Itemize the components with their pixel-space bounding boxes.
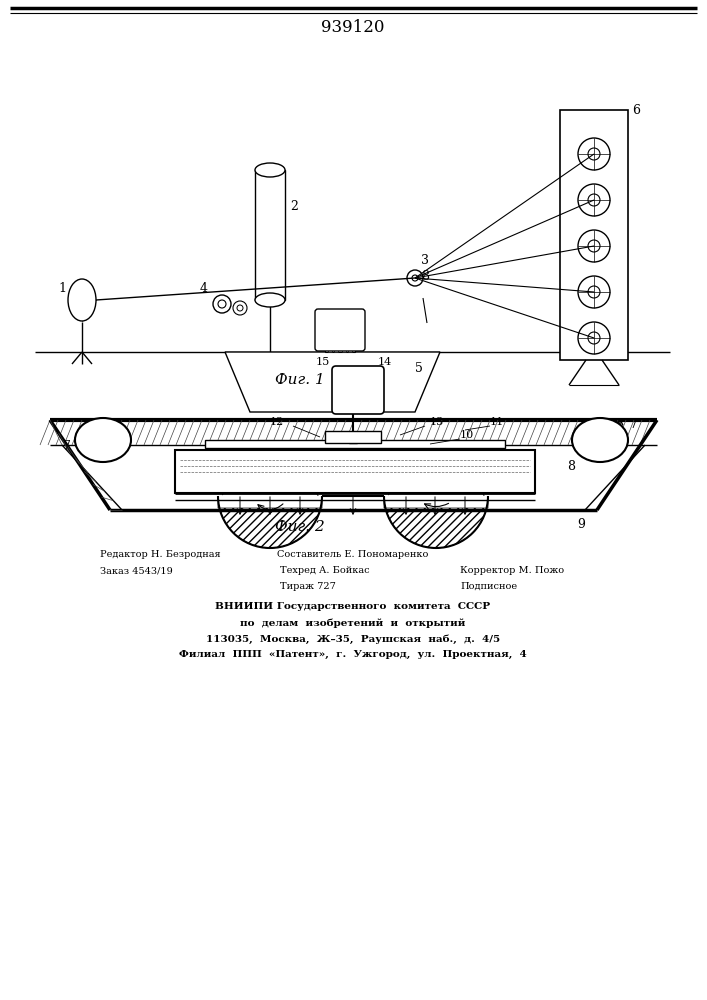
Bar (349, 440, 357, 443)
Text: по  делам  изобретений  и  открытий: по делам изобретений и открытий (240, 618, 466, 628)
Bar (325, 340, 355, 352)
Text: 13: 13 (430, 417, 444, 427)
Text: Фиг. 2: Фиг. 2 (275, 520, 325, 534)
Bar (334, 347, 338, 352)
Ellipse shape (255, 163, 285, 177)
Bar (205, 440, 505, 448)
FancyBboxPatch shape (332, 366, 384, 414)
Text: 1: 1 (58, 282, 66, 295)
Text: 939120: 939120 (321, 18, 385, 35)
Ellipse shape (255, 293, 285, 307)
Bar (342, 347, 346, 352)
Text: 8: 8 (567, 460, 575, 473)
Text: Техред А. Бойкас: Техред А. Бойкас (280, 566, 370, 575)
Text: 4: 4 (200, 282, 208, 295)
Text: Редактор Н. Безродная: Редактор Н. Безродная (100, 550, 221, 559)
Text: Фиг. 1: Фиг. 1 (275, 373, 325, 387)
Text: Корректор М. Пожо: Корректор М. Пожо (460, 566, 564, 575)
Ellipse shape (68, 279, 96, 321)
Bar (325, 431, 381, 443)
Text: 6: 6 (632, 104, 640, 117)
Text: 2: 2 (290, 200, 298, 213)
Text: 10: 10 (460, 430, 474, 440)
Bar (255, 170, 285, 300)
Text: Составитель Е. Пономаренко: Составитель Е. Пономаренко (277, 550, 428, 559)
Text: 113035,  Москва,  Ж–35,  Раушская  наб.,  д.  4/5: 113035, Москва, Ж–35, Раушская наб., д. … (206, 634, 500, 644)
Text: 7: 7 (630, 418, 638, 431)
Text: 7: 7 (63, 440, 71, 453)
Text: 3: 3 (421, 254, 429, 267)
Text: 8: 8 (421, 270, 429, 283)
Text: Заказ 4543/19: Заказ 4543/19 (100, 566, 173, 575)
Circle shape (354, 386, 362, 394)
Text: 12: 12 (270, 417, 284, 427)
Text: 14: 14 (378, 357, 392, 367)
Text: 15: 15 (316, 357, 330, 367)
Ellipse shape (75, 418, 131, 462)
Text: Подписное: Подписное (460, 582, 517, 591)
Bar (348, 347, 352, 352)
Text: Тираж 727: Тираж 727 (280, 582, 336, 591)
Bar (328, 347, 332, 352)
Text: Филиал  ППП  «Патент»,  г.  Ужгород,  ул.  Проектная,  4: Филиал ППП «Патент», г. Ужгород, ул. Про… (179, 650, 527, 659)
Text: 9: 9 (577, 518, 585, 531)
FancyBboxPatch shape (315, 309, 365, 351)
Polygon shape (225, 352, 440, 412)
Text: 11: 11 (490, 417, 504, 427)
Circle shape (407, 270, 423, 286)
Text: 5: 5 (415, 362, 423, 375)
Text: ВНИИПИ Государственного  комитета  СССР: ВНИИПИ Государственного комитета СССР (216, 602, 491, 611)
Ellipse shape (572, 418, 628, 462)
Bar (175, 450, 535, 493)
Bar (560, 110, 628, 360)
